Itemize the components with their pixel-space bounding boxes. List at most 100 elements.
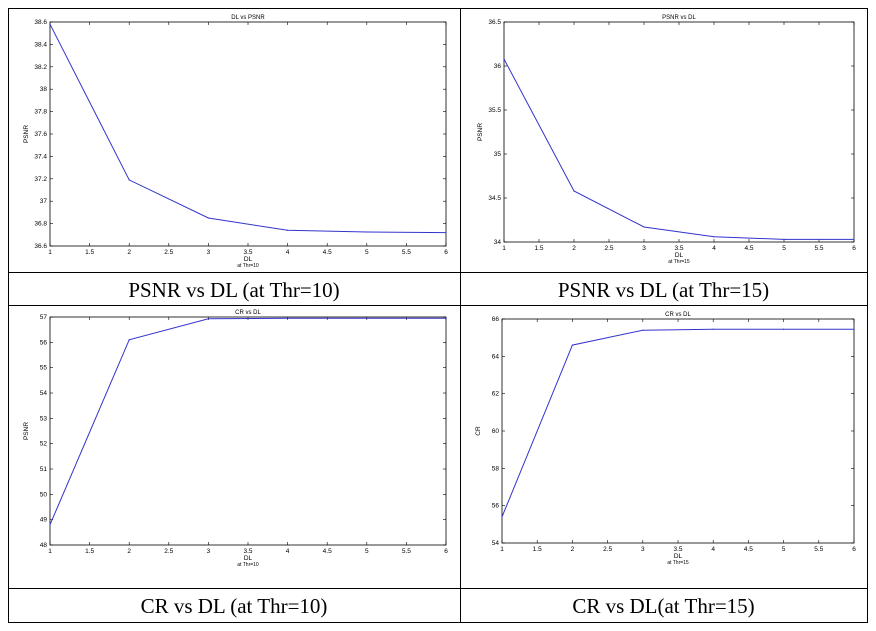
caption-cr-thr15: CR vs DL(at Thr=15) (572, 594, 755, 618)
x-tick-label: 3.5 (243, 249, 252, 256)
x-tick-label: 2 (571, 546, 575, 553)
x-tick-label: 5.5 (402, 249, 411, 256)
y-tick-label: 53 (40, 415, 48, 422)
x-tick-label: 1.5 (85, 249, 94, 256)
series-line (501, 328, 854, 518)
chart-psnr-thr15: PSNR vs DL 1 1.5 2 2.5 3 3.5 4 4.5 5 5.5 6 34 34.5 35 3… (477, 15, 856, 265)
data-point (207, 217, 209, 219)
x-tick-label: 2 (127, 548, 131, 555)
data-point (287, 229, 289, 231)
y-tick-label: 35 (494, 151, 502, 158)
chart-title: DL vs PSNR (231, 15, 265, 21)
x-tick-label: 3 (641, 546, 645, 553)
table-border-right (867, 8, 868, 623)
y-tick-label: 38 (40, 86, 48, 93)
plot-frame (503, 21, 855, 243)
data-point (445, 317, 447, 319)
x-axis-sublabel: at Thr=15 (667, 560, 689, 566)
y-axis-label: PSNR (23, 125, 30, 143)
x-tick-label: 3.5 (674, 245, 683, 252)
x-tick-label: 4.5 (744, 245, 753, 252)
x-axis-label: DL (244, 555, 253, 562)
x-axis-sublabel: at Thr=15 (668, 259, 690, 265)
chart-title: PSNR vs DL (662, 15, 696, 21)
data-point (853, 238, 855, 240)
y-tick-label: 62 (492, 391, 500, 398)
x-tick-label: 5.5 (814, 245, 823, 252)
y-tick-label: 64 (492, 353, 500, 360)
chart-psnr-thr10: DL vs PSNR 1 1.5 2 2.5 3 3.5 4 4.5 5 5.5 6 36.6 36.8 3… (23, 15, 448, 269)
data-point (853, 328, 855, 330)
chart-cell-4: CR vs DL 1 1.5 2 2.5 3 3.5 4 4.5 5 5.5 6 54 56 58 60 62 6… (470, 307, 865, 586)
y-tick-label: 56 (492, 503, 500, 510)
caption-psnr-thr15: PSNR vs DL (at Thr=15) (557, 278, 770, 302)
data-point (642, 329, 644, 331)
x-tick-label: 3 (642, 245, 646, 252)
y-tick-label: 37.2 (34, 176, 47, 183)
x-tick-label: 6 (852, 245, 856, 252)
y-tick-label: 34.5 (488, 195, 501, 202)
x-tick-label: 4 (286, 548, 290, 555)
x-axis-label: DL (675, 252, 684, 259)
x-tick-label: 1.5 (533, 546, 542, 553)
x-tick-label: 1 (48, 249, 52, 256)
y-axis-label: PSNR (477, 123, 484, 141)
data-point (783, 328, 785, 330)
y-tick-label: 66 (492, 316, 500, 323)
y-tick-label: 55 (40, 365, 48, 372)
x-tick-label: 1 (48, 548, 52, 555)
x-tick-label: 2.5 (164, 249, 173, 256)
data-point (501, 516, 503, 518)
y-tick-label: 37 (40, 198, 48, 205)
x-tick-label: 5 (782, 546, 786, 553)
table-border-row2 (8, 305, 868, 306)
data-point (712, 328, 714, 330)
x-axis-sublabel: at Thr=10 (237, 562, 259, 568)
y-tick-label: 36.6 (34, 243, 47, 250)
table-border-left (8, 8, 9, 623)
x-axis-label: DL (244, 256, 253, 263)
x-tick-label: 4.5 (744, 546, 753, 553)
y-tick-label: 48 (40, 542, 48, 549)
y-tick-label: 60 (492, 428, 500, 435)
y-tick-label: 52 (40, 441, 48, 448)
y-axis-label: CR (475, 426, 482, 436)
y-tick-label: 36.5 (488, 19, 501, 26)
x-tick-label: 5 (365, 548, 369, 555)
x-tick-label: 3 (207, 249, 211, 256)
plot-frame (49, 21, 447, 247)
data-point (643, 226, 645, 228)
y-tick-label: 37.4 (34, 153, 47, 160)
chart-cell-1: DL vs PSNR 1 1.5 2 2.5 3 3.5 4 4.5 5 5.5 6 36.6 36.8 3… (20, 10, 460, 270)
table-border-top (8, 8, 868, 9)
x-axis-sublabel: at Thr=10 (237, 263, 259, 269)
data-point (503, 58, 505, 60)
series-line (49, 317, 446, 525)
series-line (503, 58, 854, 240)
data-point (713, 236, 715, 238)
chart-cr-thr10: CR vs DL 1 1.5 2 2.5 3 3.5 4 4.5 5 5.5 6 48 49 50 51 52 5… (23, 310, 448, 568)
x-tick-label: 2.5 (604, 245, 613, 252)
table-border-middle (460, 8, 461, 623)
x-axis-label: DL (674, 553, 683, 560)
table-border-row1 (8, 272, 868, 273)
y-tick-label: 36 (494, 63, 502, 70)
y-tick-label: 49 (40, 517, 48, 524)
chart-cell-2: PSNR vs DL 1 1.5 2 2.5 3 3.5 4 4.5 5 5.5 6 34 34.5 35 3… (470, 10, 865, 270)
y-tick-label: 37.6 (34, 131, 47, 138)
data-point (128, 179, 130, 181)
x-tick-label: 5 (782, 245, 786, 252)
caption-psnr-thr10: PSNR vs DL (at Thr=10) (128, 278, 340, 302)
chart-title: CR vs DL (235, 310, 261, 316)
y-tick-label: 50 (40, 491, 48, 498)
x-tick-label: 3.5 (243, 548, 252, 555)
table-border-bottom (8, 622, 868, 623)
data-point (573, 190, 575, 192)
x-tick-label: 1.5 (534, 245, 543, 252)
data-point (445, 231, 447, 234)
y-tick-label: 54 (40, 390, 48, 397)
x-tick-label: 5.5 (814, 546, 823, 553)
caption-cr-thr10: CR vs DL (at Thr=10) (140, 594, 328, 618)
y-tick-label: 35.5 (488, 107, 501, 114)
x-tick-label: 2 (572, 245, 576, 252)
